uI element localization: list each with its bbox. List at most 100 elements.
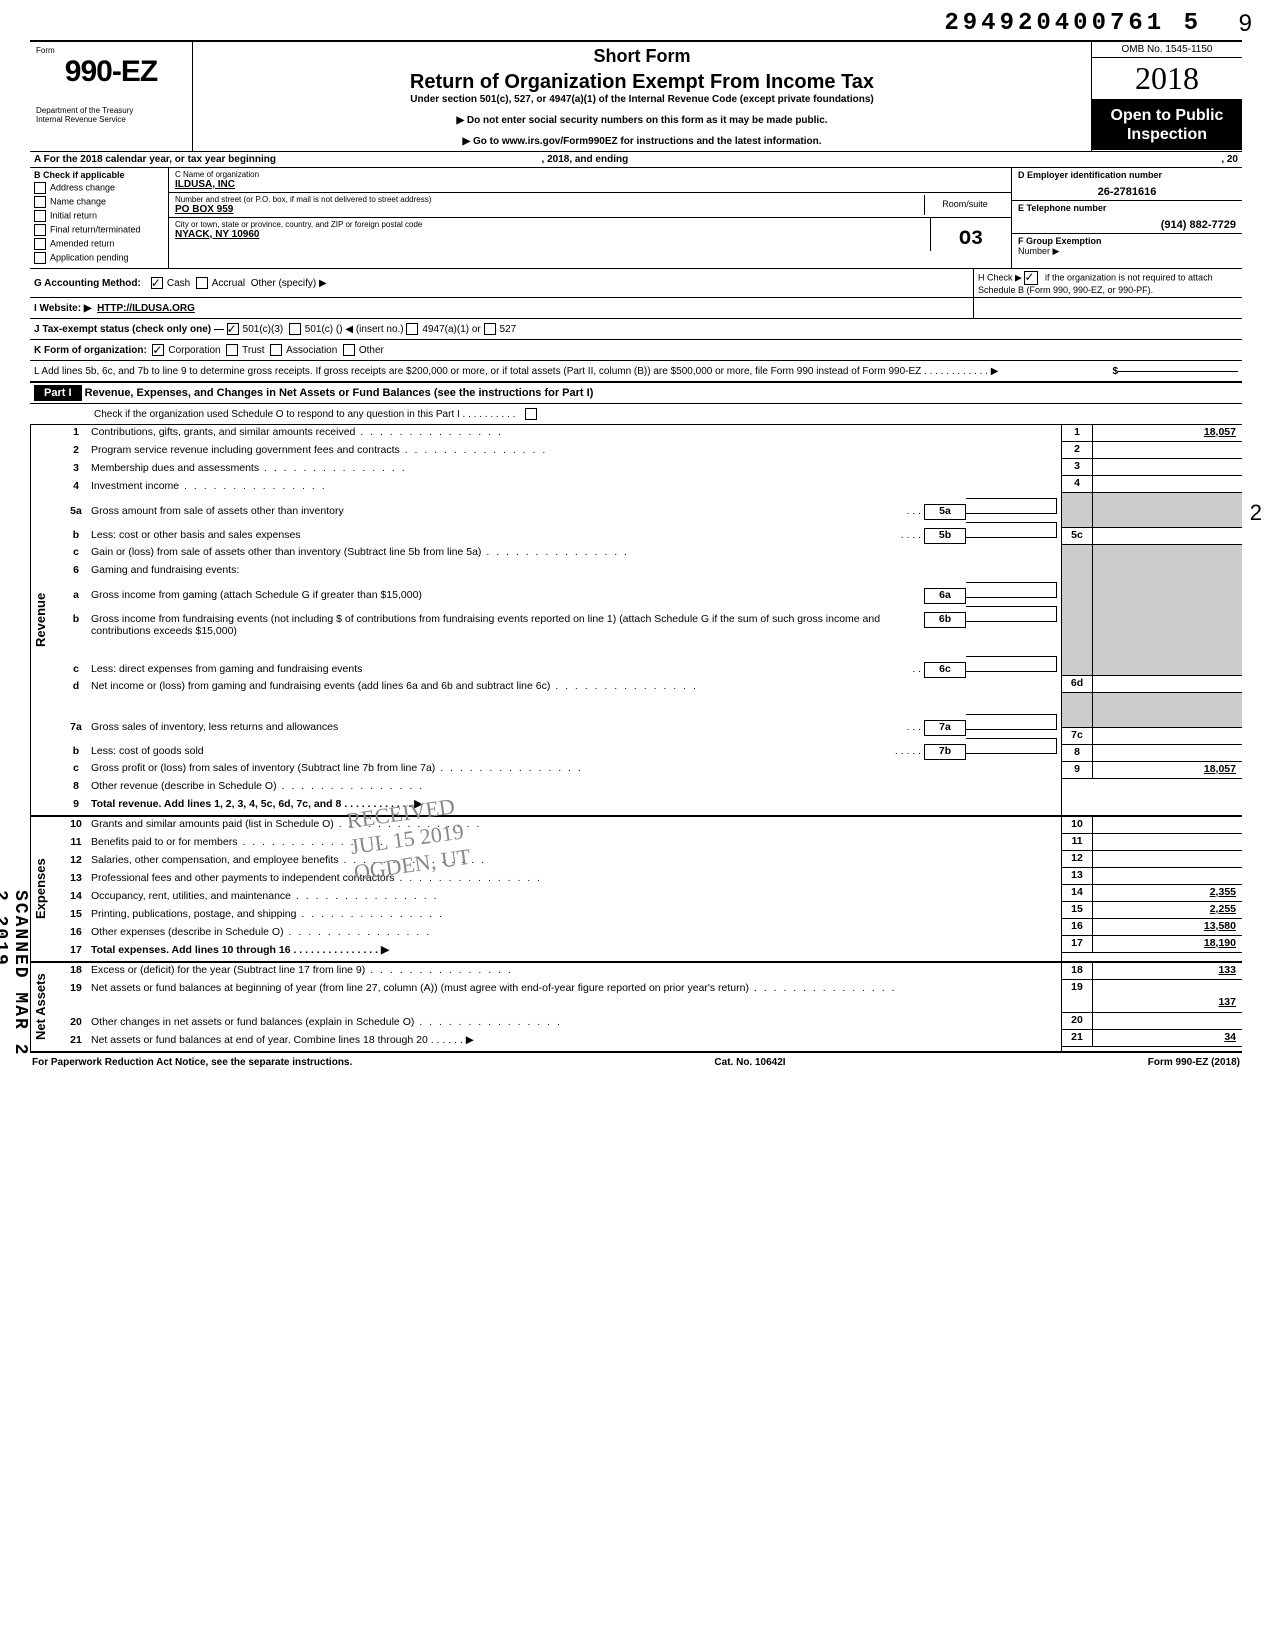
g-label: G Accounting Method:	[34, 278, 141, 289]
rval-7c	[1093, 728, 1242, 744]
line-11-num: 11	[61, 836, 91, 848]
col-b-header: B Check if applicable	[34, 170, 164, 180]
rval-8	[1093, 745, 1242, 761]
line-21-num: 21	[61, 1034, 91, 1046]
checkbox-cash[interactable]	[151, 277, 163, 289]
rnum-16: 16	[1062, 919, 1093, 935]
lbl-trust: Trust	[242, 345, 264, 356]
o3-marker: O3	[930, 218, 1011, 251]
lbl-initial-return: Initial return	[50, 210, 97, 220]
line-6b-num: b	[61, 613, 91, 625]
footer-mid: Cat. No. 10642I	[714, 1057, 785, 1068]
warning-line-1: ▶ Do not enter social security numbers o…	[201, 115, 1083, 126]
city-label: City or town, state or province, country…	[175, 220, 924, 229]
rnum-9: 9	[1062, 762, 1093, 778]
box-6a: 6a	[924, 588, 966, 604]
checkbox-527[interactable]	[484, 323, 496, 335]
checkbox-final-return[interactable]	[34, 224, 46, 236]
row-a-mid: , 2018, and ending	[542, 154, 629, 165]
document-number: 294920400761 5	[944, 10, 1202, 37]
lbl-amended-return: Amended return	[50, 238, 115, 248]
subtitle: Under section 501(c), 527, or 4947(a)(1)…	[201, 94, 1083, 105]
rval-18: 133	[1093, 963, 1242, 979]
checkbox-4947[interactable]	[406, 323, 418, 335]
rnum-3: 3	[1062, 459, 1093, 475]
lbl-corporation: Corporation	[168, 345, 220, 356]
rnum-13: 13	[1062, 868, 1093, 884]
rval-14: 2,355	[1093, 885, 1242, 901]
line-5c-num: c	[61, 546, 91, 558]
dept-label: Department of the Treasury Internal Reve…	[36, 107, 186, 125]
checkbox-association[interactable]	[270, 344, 282, 356]
checkbox-amended-return[interactable]	[34, 238, 46, 250]
page-marker-2: 2	[1250, 500, 1262, 526]
box-5b: 5b	[924, 528, 966, 544]
col-b-checkboxes: B Check if applicable Address change Nam…	[30, 168, 169, 268]
rnum-19: 19	[1062, 980, 1093, 1012]
val-5a	[966, 498, 1057, 514]
lbl-cash: Cash	[167, 278, 190, 289]
line-14-text: Occupancy, rent, utilities, and maintena…	[91, 890, 1057, 902]
checkbox-address-change[interactable]	[34, 182, 46, 194]
rnum-20: 20	[1062, 1013, 1093, 1029]
rnum-17: 17	[1062, 936, 1093, 952]
line-21-text: Net assets or fund balances at end of ye…	[91, 1034, 428, 1046]
box-7b: 7b	[924, 744, 966, 760]
line-7b-num: b	[61, 745, 91, 757]
part1-title: Revenue, Expenses, and Changes in Net As…	[85, 387, 594, 399]
l-text: L Add lines 5b, 6c, and 7b to line 9 to …	[34, 366, 1104, 377]
checkbox-501c3[interactable]	[227, 323, 239, 335]
line-19-text: Net assets or fund balances at beginning…	[91, 982, 1057, 994]
street-value: PO BOX 959	[175, 204, 924, 215]
rval-9: 18,057	[1093, 762, 1242, 778]
line-8-num: 8	[61, 780, 91, 792]
form-prefix: Form	[36, 46, 186, 55]
i-website-value: HTTP://ILDUSA.ORG	[97, 303, 195, 314]
line-11-text: Benefits paid to or for members	[91, 836, 1057, 848]
line-9-num: 9	[61, 798, 91, 810]
line-13-text: Professional fees and other payments to …	[91, 872, 1057, 884]
form-header: Form 990-EZ Department of the Treasury I…	[30, 40, 1242, 152]
city-value: NYACK, NY 10960	[175, 229, 924, 240]
lbl-association: Association	[286, 345, 337, 356]
line-12-text: Salaries, other compensation, and employ…	[91, 854, 1057, 866]
checkbox-other-org[interactable]	[343, 344, 355, 356]
rval-4	[1093, 476, 1242, 492]
box-6b: 6b	[924, 612, 966, 628]
rval-21: 34	[1093, 1030, 1242, 1046]
checkbox-application-pending[interactable]	[34, 252, 46, 264]
checkbox-trust[interactable]	[226, 344, 238, 356]
rval-17: 18,190	[1093, 936, 1242, 952]
short-form-label: Short Form	[201, 46, 1083, 67]
checkbox-initial-return[interactable]	[34, 210, 46, 222]
rval-20	[1093, 1013, 1242, 1029]
line-1-num: 1	[61, 426, 91, 438]
line-10-num: 10	[61, 818, 91, 830]
rnum-2: 2	[1062, 442, 1093, 458]
rnum-18: 18	[1062, 963, 1093, 979]
e-phone-label: E Telephone number	[1018, 203, 1236, 213]
checkbox-501c[interactable]	[289, 323, 301, 335]
rnum-12: 12	[1062, 851, 1093, 867]
line-3-num: 3	[61, 462, 91, 474]
line-6-text: Gaming and fundraising events:	[91, 564, 1057, 576]
checkbox-schedule-o[interactable]	[525, 408, 537, 420]
lbl-other-method: Other (specify) ▶	[251, 278, 327, 289]
checkbox-accrual[interactable]	[196, 277, 208, 289]
rval-2	[1093, 442, 1242, 458]
checkbox-name-change[interactable]	[34, 196, 46, 208]
line-5a-num: 5a	[61, 505, 91, 517]
val-7b	[966, 738, 1057, 754]
lbl-insert-no: ) ◀ (insert no.)	[339, 324, 403, 335]
line-6d-text: Net income or (loss) from gaming and fun…	[91, 680, 1057, 692]
part1-check-line: Check if the organization used Schedule …	[94, 409, 515, 420]
line-4-num: 4	[61, 480, 91, 492]
j-label: J Tax-exempt status (check only one) —	[34, 324, 224, 335]
checkbox-corporation[interactable]	[152, 344, 164, 356]
warning-line-2: ▶ Go to www.irs.gov/Form990EZ for instru…	[201, 136, 1083, 147]
f-group-label: F Group Exemption	[1018, 236, 1102, 246]
line-15-text: Printing, publications, postage, and shi…	[91, 908, 1057, 920]
checkbox-h[interactable]	[1024, 271, 1038, 285]
line-7a-num: 7a	[61, 721, 91, 733]
line-17-num: 17	[61, 944, 91, 956]
